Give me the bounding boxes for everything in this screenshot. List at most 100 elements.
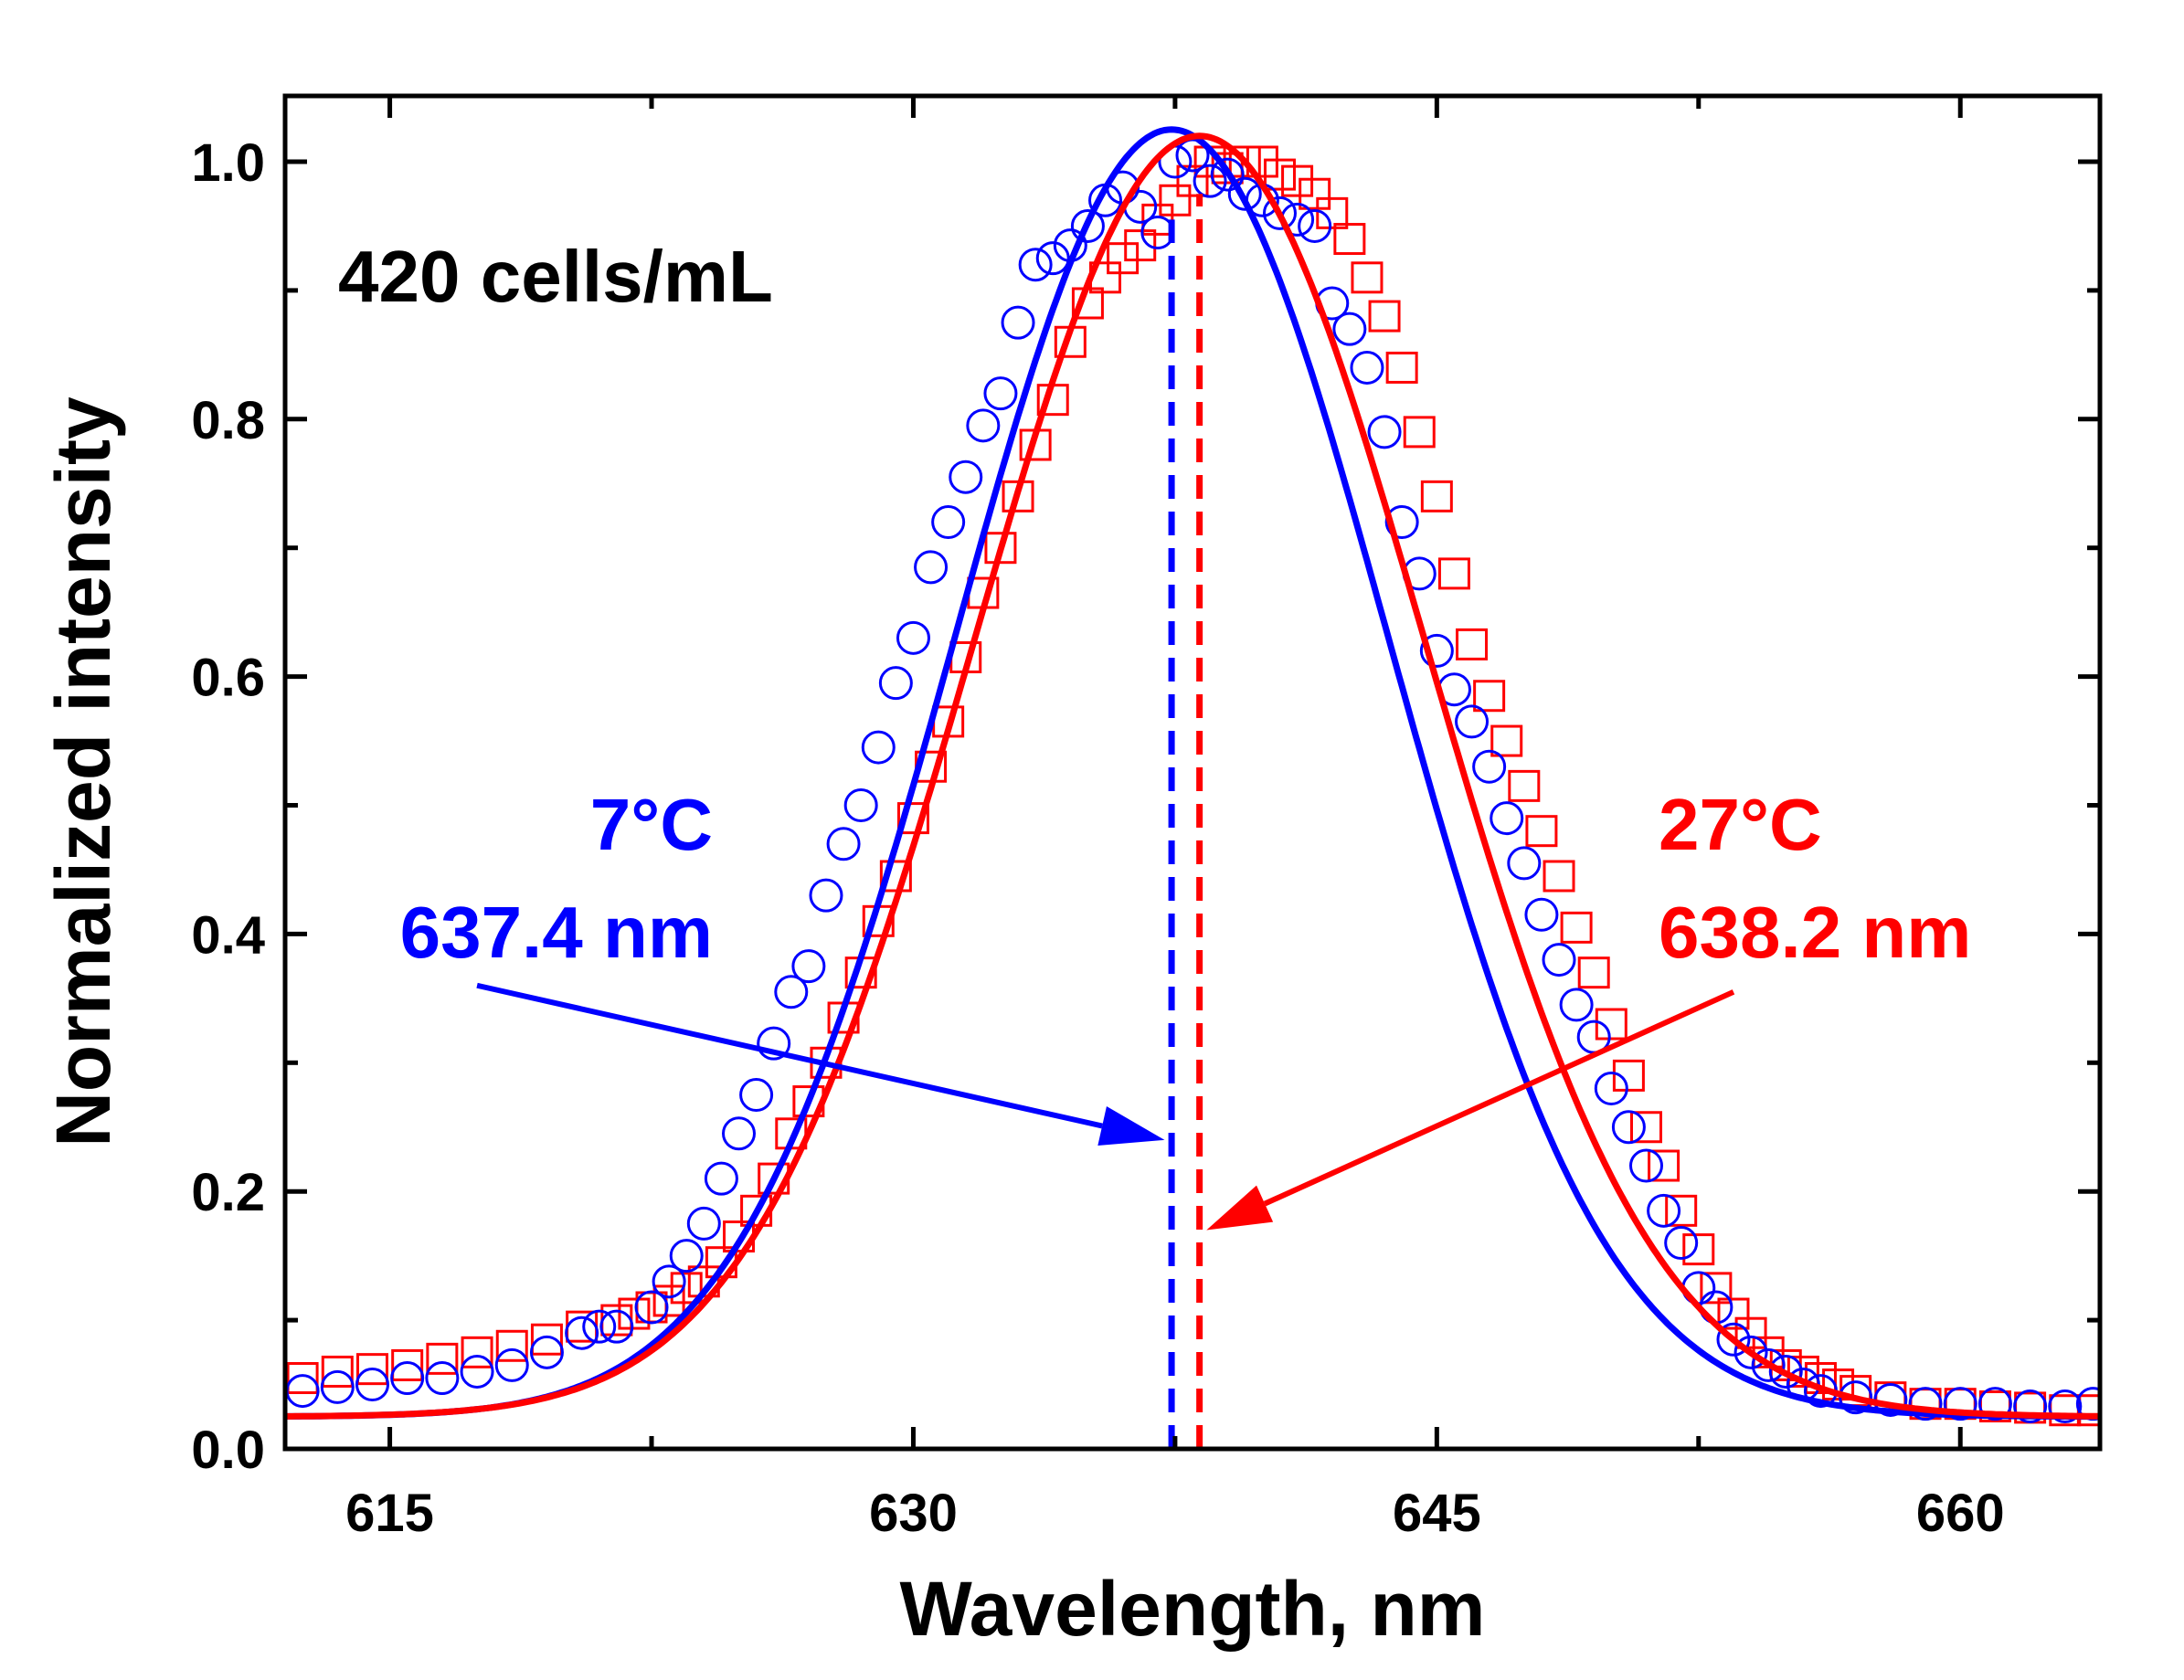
data-point-27°C (1124, 229, 1157, 262)
data-point-27°C (391, 1348, 424, 1381)
data-point-7°C (494, 1347, 529, 1382)
data-point-7°C (634, 1290, 669, 1325)
data-point-7°C (1070, 208, 1105, 243)
data-point-7°C (931, 505, 966, 540)
data-point-7°C (1298, 208, 1332, 243)
data-point-27°C (1804, 1362, 1837, 1395)
data-point-7°C (652, 1264, 686, 1299)
data-point-7°C (669, 1239, 704, 1273)
data-point-27°C (1648, 1149, 1680, 1182)
data-point-27°C (1490, 724, 1523, 757)
data-point-27°C (1682, 1233, 1715, 1266)
data-point-7°C (896, 620, 930, 655)
data-point-7°C (949, 460, 983, 494)
data-point-27°C (1420, 480, 1453, 512)
data-point-27°C (1700, 1272, 1733, 1305)
cold-temperature-label: 7°C (590, 784, 713, 865)
data-point-27°C (1351, 261, 1384, 294)
data-point-7°C (686, 1206, 721, 1241)
data-point-7°C (1490, 801, 1524, 836)
data-point-7°C (1542, 943, 1576, 977)
data-point-27°C (1595, 1008, 1627, 1041)
data-point-7°C (1647, 1193, 1681, 1228)
data-point-27°C (1159, 184, 1192, 217)
data-point-27°C (1734, 1316, 1767, 1349)
data-point-27°C (1717, 1297, 1750, 1330)
data-point-27°C (1281, 164, 1314, 197)
data-point-7°C (1733, 1335, 1768, 1369)
x-tick-label: 630 (869, 1484, 958, 1543)
y-tick-label: 0.6 (191, 649, 265, 708)
data-point-7°C (565, 1315, 599, 1350)
data-point-27°C (1333, 223, 1366, 256)
data-point-7°C (1751, 1347, 1786, 1382)
data-point-7°C (599, 1309, 634, 1344)
data-point-7°C (1367, 415, 1402, 449)
data-point-7°C (1262, 195, 1297, 230)
data-point-27°C (1543, 860, 1575, 893)
arrow-shaft-27°C (1263, 989, 1735, 1207)
data-point-7°C (774, 975, 809, 1009)
data-point-7°C (1210, 157, 1245, 192)
data-point-7°C (1524, 897, 1559, 932)
data-point-7°C (1664, 1226, 1699, 1261)
data-point-27°C (1456, 628, 1489, 660)
data-point-27°C (461, 1336, 493, 1368)
data-point-7°C (722, 1116, 756, 1151)
warm-temperature-label: 27°C (1659, 784, 1822, 865)
data-point-27°C (1612, 1059, 1645, 1092)
data-point-7°C (1716, 1322, 1751, 1357)
data-point-7°C (1419, 633, 1454, 668)
data-point-7°C (1629, 1148, 1663, 1183)
data-point-27°C (670, 1272, 703, 1305)
data-point-27°C (426, 1342, 459, 1375)
data-point-7°C (966, 408, 1001, 443)
data-point-7°C (1472, 749, 1507, 784)
data-point-27°C (321, 1355, 354, 1388)
arrow-head-7°C (1097, 1106, 1165, 1146)
x-tick-label: 615 (345, 1484, 434, 1543)
data-point-27°C (896, 802, 929, 835)
data-point-27°C (1141, 203, 1174, 236)
data-point-7°C (1001, 305, 1035, 340)
data-point-7°C (460, 1354, 494, 1389)
data-point-27°C (1630, 1111, 1662, 1144)
data-point-7°C (791, 949, 826, 984)
data-point-7°C (285, 1374, 320, 1409)
data-point-7°C (1559, 988, 1594, 1022)
data-point-27°C (495, 1329, 528, 1362)
data-point-7°C (1193, 164, 1227, 198)
data-point-7°C (704, 1161, 738, 1196)
data-point-7°C (1332, 312, 1367, 346)
fit-curve-7°C (285, 126, 2100, 1421)
data-point-27°C (1577, 956, 1610, 989)
y-tick-label: 0.2 (191, 1163, 265, 1222)
data-point-7°C (529, 1335, 564, 1369)
data-point-7°C (1507, 846, 1542, 881)
data-point-7°C (1768, 1354, 1803, 1389)
data-point-27°C (1299, 177, 1331, 210)
data-point-27°C (1560, 911, 1593, 944)
x-tick-label: 645 (1393, 1484, 1481, 1543)
data-point-7°C (2048, 1389, 2083, 1424)
data-point-27°C (286, 1362, 319, 1395)
data-point-7°C (2013, 1389, 2048, 1424)
concentration-label: 420 cells/mL (338, 236, 773, 317)
data-point-7°C (826, 827, 861, 861)
warm-peak-label: 638.2 nm (1659, 892, 1971, 973)
arrow-shaft-7°C (476, 982, 1103, 1129)
data-point-7°C (757, 1026, 791, 1061)
data-point-7°C (914, 550, 949, 585)
data-point-7°C (355, 1368, 389, 1402)
data-point-7°C (983, 376, 1018, 411)
fit-curve-27°C (285, 132, 2100, 1420)
x-tick-label: 660 (1916, 1484, 2005, 1543)
data-point-7°C (1977, 1387, 2012, 1421)
data-point-7°C (1455, 704, 1490, 739)
data-point-27°C (1822, 1368, 1855, 1401)
data-point-27°C (1665, 1194, 1698, 1227)
data-point-27°C (1176, 164, 1209, 197)
data-point-7°C (1594, 1071, 1628, 1105)
data-point-7°C (425, 1361, 460, 1396)
data-point-7°C (1035, 241, 1070, 276)
